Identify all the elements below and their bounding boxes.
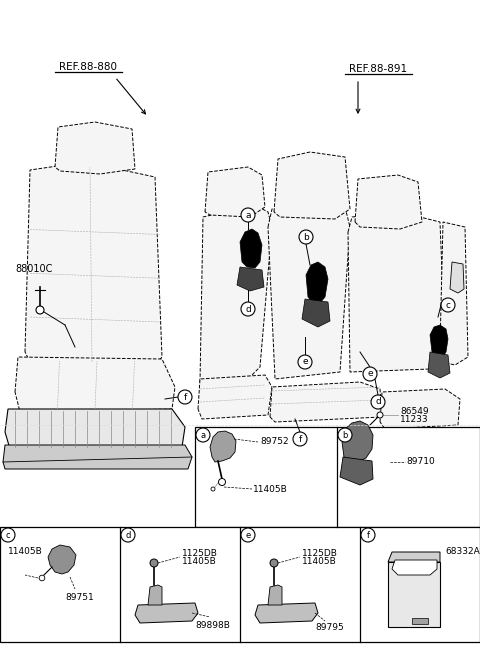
Text: 88010C: 88010C <box>15 264 52 274</box>
Polygon shape <box>302 299 330 327</box>
Polygon shape <box>274 152 350 219</box>
Text: 11405B: 11405B <box>182 558 217 566</box>
Text: f: f <box>183 392 187 401</box>
Text: REF.88-891: REF.88-891 <box>349 64 407 74</box>
Polygon shape <box>15 357 175 412</box>
Polygon shape <box>148 585 162 605</box>
Polygon shape <box>430 325 448 358</box>
Circle shape <box>338 428 352 442</box>
Text: 11405B: 11405B <box>253 484 288 493</box>
Polygon shape <box>135 603 198 623</box>
Text: f: f <box>367 530 370 539</box>
Text: 86549: 86549 <box>400 407 429 415</box>
Text: d: d <box>245 304 251 313</box>
Polygon shape <box>255 603 318 623</box>
Circle shape <box>218 478 226 486</box>
Polygon shape <box>205 167 265 217</box>
Text: 11405B: 11405B <box>8 547 43 556</box>
Text: 89795: 89795 <box>315 622 344 631</box>
Text: 11233: 11233 <box>400 415 429 424</box>
Text: b: b <box>342 430 348 440</box>
Circle shape <box>178 390 192 404</box>
Text: b: b <box>303 233 309 242</box>
Text: e: e <box>302 357 308 367</box>
Polygon shape <box>268 585 282 605</box>
Text: a: a <box>201 430 205 440</box>
Polygon shape <box>55 122 135 174</box>
Polygon shape <box>25 162 162 372</box>
Text: e: e <box>367 369 373 378</box>
Circle shape <box>150 559 158 567</box>
Polygon shape <box>268 202 350 379</box>
Circle shape <box>361 528 375 542</box>
Text: 89752: 89752 <box>260 438 288 447</box>
Polygon shape <box>450 262 464 293</box>
Polygon shape <box>306 262 328 303</box>
Polygon shape <box>200 205 272 382</box>
Text: e: e <box>245 530 251 539</box>
Polygon shape <box>380 389 460 429</box>
Bar <box>412 618 428 624</box>
Polygon shape <box>48 545 76 574</box>
Polygon shape <box>210 431 236 462</box>
Polygon shape <box>355 175 422 229</box>
Circle shape <box>299 230 313 244</box>
Circle shape <box>36 306 44 314</box>
Text: c: c <box>6 530 10 539</box>
Circle shape <box>270 559 278 567</box>
Polygon shape <box>3 445 192 469</box>
Bar <box>0 527 480 642</box>
Circle shape <box>377 412 383 418</box>
Text: 1125DB: 1125DB <box>302 549 338 558</box>
Polygon shape <box>340 457 373 485</box>
Circle shape <box>39 575 45 581</box>
Circle shape <box>441 298 455 312</box>
Circle shape <box>241 208 255 222</box>
Bar <box>195 427 480 527</box>
Circle shape <box>241 528 255 542</box>
Text: d: d <box>375 397 381 407</box>
Text: c: c <box>445 300 451 309</box>
Text: d: d <box>125 530 131 539</box>
Text: 89898B: 89898B <box>195 620 230 629</box>
Circle shape <box>293 432 307 446</box>
Polygon shape <box>237 267 264 291</box>
Circle shape <box>211 487 215 491</box>
Text: 11405B: 11405B <box>302 558 337 566</box>
Circle shape <box>196 428 210 442</box>
Polygon shape <box>270 382 382 422</box>
Circle shape <box>121 528 135 542</box>
Circle shape <box>298 355 312 369</box>
Polygon shape <box>440 222 468 365</box>
Polygon shape <box>348 212 445 372</box>
Polygon shape <box>240 229 262 268</box>
Polygon shape <box>198 375 272 419</box>
Text: 68332A: 68332A <box>445 547 480 556</box>
Text: 1125DB: 1125DB <box>182 549 218 558</box>
Bar <box>388 562 440 627</box>
Polygon shape <box>5 409 185 449</box>
Circle shape <box>1 528 15 542</box>
Circle shape <box>363 367 377 381</box>
Polygon shape <box>392 560 437 575</box>
Circle shape <box>241 302 255 316</box>
Text: REF.88-880: REF.88-880 <box>59 62 117 72</box>
Text: f: f <box>299 434 301 443</box>
Polygon shape <box>428 352 450 378</box>
Circle shape <box>371 395 385 409</box>
Text: 89710: 89710 <box>406 457 435 466</box>
Polygon shape <box>342 421 373 462</box>
Text: 89751: 89751 <box>65 593 94 602</box>
Polygon shape <box>388 552 440 562</box>
Text: a: a <box>245 210 251 219</box>
